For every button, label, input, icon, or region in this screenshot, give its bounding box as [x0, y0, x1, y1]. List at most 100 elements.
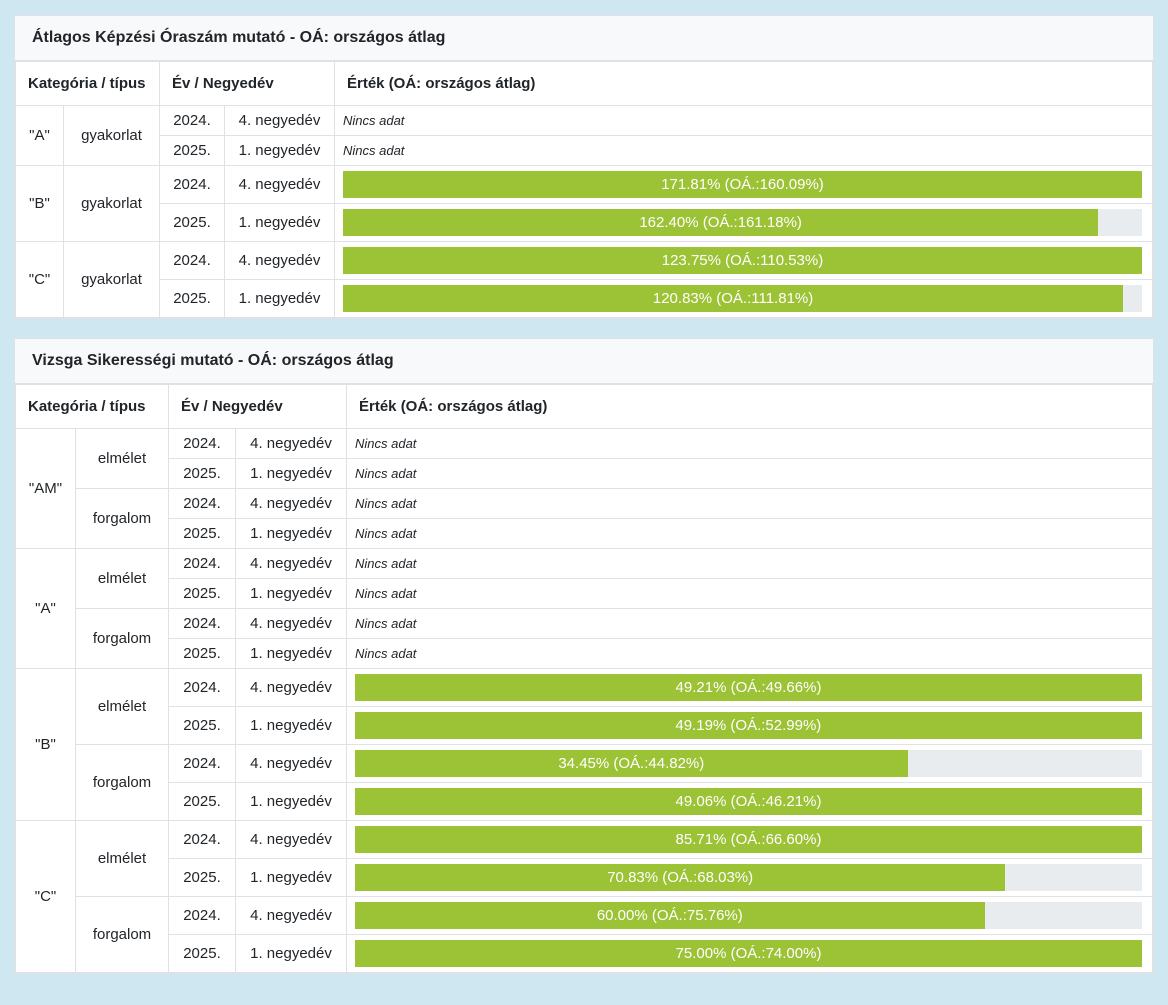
value-bar: 120.83% (OÁ.:111.81%): [343, 285, 1124, 312]
column-header-category: Kategória / típus: [15, 61, 160, 106]
table-title: Vizsga Sikerességi mutató - OÁ: országos…: [15, 339, 1153, 384]
table-row: "C" elmélet 2024. 4. negyedév 85.71% (OÁ.:66…: [15, 820, 1153, 973]
header-row: Kategória / típus Év / Negyedév Érték (O…: [15, 61, 1153, 106]
quarter-cell: 4. negyedév: [235, 548, 347, 579]
value-bar: 49.19% (OÁ.:52.99%): [355, 712, 1142, 739]
category-cell: "A": [15, 105, 64, 166]
type-cell: elmélet: [75, 668, 169, 745]
type-cell: elmélet: [75, 548, 169, 609]
category-cell: "A": [15, 548, 76, 669]
exam-success-table: Kategória / típus Év / Negyedév Érték (O…: [15, 384, 1153, 973]
type-cell: gyakorlat: [63, 241, 160, 318]
value-cell: Nincs adat: [346, 608, 1153, 639]
table-row: forgalom 2024. 4. negyedév Nincs adat: [16, 608, 1153, 669]
year-cell: 2024.: [159, 105, 225, 136]
year-cell: 2025.: [168, 518, 236, 549]
category-cell: "AM": [15, 428, 76, 549]
value-cell: Nincs adat: [346, 428, 1153, 459]
value-bar: 60.00% (OÁ.:75.76%): [355, 902, 985, 929]
year-cell: 2024.: [168, 744, 236, 783]
training-hours-table-card: Átlagos Képzési Óraszám mutató - OÁ: ors…: [14, 15, 1154, 319]
value-cell: Nincs adat: [334, 135, 1153, 166]
value-bar: 70.83% (OÁ.:68.03%): [355, 864, 1006, 891]
type-cell: gyakorlat: [63, 105, 160, 166]
table-row: 2025. 1. negyedév 120.83% (OÁ.:111.81%): [16, 279, 1153, 318]
value-cell: Nincs adat: [346, 518, 1153, 549]
table-row: 2025. 1. negyedév Nincs adat: [16, 135, 1153, 166]
quarter-cell: 1. negyedév: [235, 458, 347, 489]
value-bar-track: 34.45% (OÁ.:44.82%): [355, 750, 1142, 777]
type-cell: forgalom: [75, 488, 169, 549]
training-hours-table: Kategória / típus Év / Negyedév Érték (O…: [15, 61, 1153, 318]
value-bar-track: 123.75% (OÁ.:110.53%): [343, 247, 1142, 274]
value-bar-track: 85.71% (OÁ.:66.60%): [355, 826, 1142, 853]
value-cell: Nincs adat: [346, 578, 1153, 609]
value-cell: Nincs adat: [346, 638, 1153, 669]
quarter-cell: 4. negyedév: [235, 488, 347, 519]
type-cell: forgalom: [75, 744, 169, 821]
value-cell: Nincs adat: [346, 548, 1153, 579]
quarter-cell: 1. negyedév: [235, 858, 347, 897]
value-bar: 75.00% (OÁ.:74.00%): [355, 940, 1142, 967]
type-cell: forgalom: [75, 608, 169, 669]
table-row: 2025. 1. negyedév 49.06% (OÁ.:46.21%): [16, 782, 1153, 821]
quarter-cell: 4. negyedév: [235, 668, 347, 707]
table-row: "B" gyakorlat 2024. 4. negyedév 171.81% (OÁ.…: [15, 165, 1153, 242]
no-data-text: Nincs adat: [355, 586, 417, 601]
value-cell: 49.06% (OÁ.:46.21%): [346, 782, 1153, 821]
year-cell: 2024.: [159, 165, 225, 204]
year-cell: 2024.: [168, 488, 236, 519]
value-bar-track: 49.19% (OÁ.:52.99%): [355, 712, 1142, 739]
value-bar: 85.71% (OÁ.:66.60%): [355, 826, 1142, 853]
value-bar: 171.81% (OÁ.:160.09%): [343, 171, 1142, 198]
type-cell: gyakorlat: [63, 165, 160, 242]
type-cell: forgalom: [75, 896, 169, 973]
quarter-cell: 1. negyedév: [235, 638, 347, 669]
table-row: "A" elmélet 2024. 4. negyedév Nincs adat: [15, 548, 1153, 669]
value-bar-track: 49.21% (OÁ.:49.66%): [355, 674, 1142, 701]
header-row: Kategória / típus Év / Negyedév Érték (O…: [15, 384, 1153, 429]
value-bar: 162.40% (OÁ.:161.18%): [343, 209, 1099, 236]
year-cell: 2024.: [168, 668, 236, 707]
table-row: forgalom 2024. 4. negyedév 34.45% (OÁ.:44.8…: [16, 744, 1153, 821]
value-cell: Nincs adat: [346, 488, 1153, 519]
value-cell: 85.71% (OÁ.:66.60%): [346, 820, 1153, 859]
column-header-category: Kategória / típus: [15, 384, 169, 429]
year-cell: 2025.: [168, 458, 236, 489]
quarter-cell: 4. negyedév: [224, 165, 335, 204]
year-cell: 2025.: [159, 279, 225, 318]
no-data-text: Nincs adat: [355, 646, 417, 661]
quarter-cell: 1. negyedév: [235, 518, 347, 549]
category-cell: "B": [15, 165, 64, 242]
table-row: "AM" elmélet 2024. 4. negyedév Nincs adat: [15, 428, 1153, 549]
value-bar-track: 49.06% (OÁ.:46.21%): [355, 788, 1142, 815]
column-header-period: Év / Negyedév: [168, 384, 347, 429]
column-header-period: Év / Negyedév: [159, 61, 335, 106]
value-bar: 123.75% (OÁ.:110.53%): [343, 247, 1142, 274]
no-data-text: Nincs adat: [355, 466, 417, 481]
quarter-cell: 4. negyedév: [235, 820, 347, 859]
quarter-cell: 4. negyedév: [235, 744, 347, 783]
table-row: 2025. 1. negyedév Nincs adat: [16, 638, 1153, 669]
year-cell: 2024.: [168, 428, 236, 459]
value-bar-track: 70.83% (OÁ.:68.03%): [355, 864, 1142, 891]
table-row: forgalom 2024. 4. negyedév 60.00% (OÁ.:75.7…: [16, 896, 1153, 973]
value-bar-track: 171.81% (OÁ.:160.09%): [343, 171, 1142, 198]
quarter-cell: 1. negyedév: [224, 203, 335, 242]
category-cell: "B": [15, 668, 76, 821]
table-row: 2025. 1. negyedév 70.83% (OÁ.:68.03%): [16, 858, 1153, 897]
year-cell: 2025.: [168, 706, 236, 745]
quarter-cell: 4. negyedév: [235, 608, 347, 639]
value-bar: 34.45% (OÁ.:44.82%): [355, 750, 908, 777]
year-cell: 2025.: [168, 782, 236, 821]
value-bar: 49.06% (OÁ.:46.21%): [355, 788, 1142, 815]
no-data-text: Nincs adat: [355, 526, 417, 541]
year-cell: 2025.: [159, 203, 225, 242]
no-data-text: Nincs adat: [343, 143, 405, 158]
year-cell: 2024.: [168, 548, 236, 579]
quarter-cell: 1. negyedév: [224, 135, 335, 166]
table-row: 2025. 1. negyedév 162.40% (OÁ.:161.18%): [16, 203, 1153, 242]
year-cell: 2025.: [168, 858, 236, 897]
value-cell: 49.21% (OÁ.:49.66%): [346, 668, 1153, 707]
